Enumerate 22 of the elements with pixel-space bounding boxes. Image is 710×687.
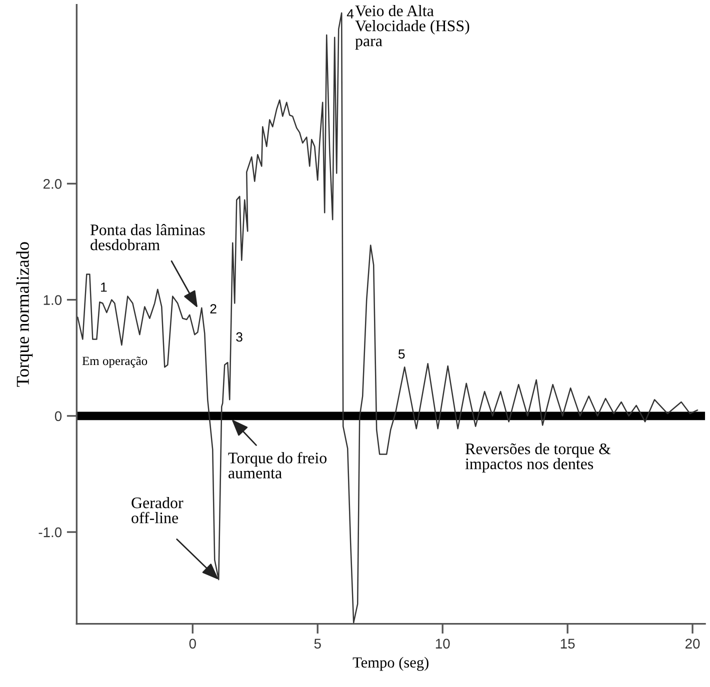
- x-tick-label: 0: [189, 638, 196, 649]
- annotation: 4: [346, 9, 354, 18]
- annotation: Reversões de torque & impactos nos dentes: [465, 443, 611, 473]
- annotation: 2: [210, 304, 216, 314]
- annotation: Em operação: [82, 356, 148, 368]
- annotation: 1: [101, 282, 107, 292]
- y-tick-label: -1.0: [38, 527, 62, 538]
- y-tick-label: 2.0: [43, 178, 62, 189]
- x-axis-title: Tempo (seg): [352, 656, 428, 671]
- annotation: Torque do freio aumenta: [228, 452, 327, 478]
- annotation: 5: [398, 349, 405, 359]
- annotation: Ponta das lâminas desdobram: [90, 224, 205, 250]
- y-axis-title: Torque normalizado: [16, 242, 33, 387]
- x-tick-label: 15: [560, 638, 575, 649]
- annotation: 3: [236, 332, 242, 342]
- y-tick-label: 1.0: [44, 295, 62, 305]
- y-tick-label: 0: [54, 411, 62, 422]
- x-tick-label: 10: [436, 638, 450, 649]
- x-tick-label: 5: [314, 638, 321, 649]
- x-tick-label: 20: [686, 638, 700, 649]
- annotation: Gerador off-line: [132, 497, 184, 524]
- annotation: Veio de Alta Velocidade (HSS) para: [355, 5, 470, 50]
